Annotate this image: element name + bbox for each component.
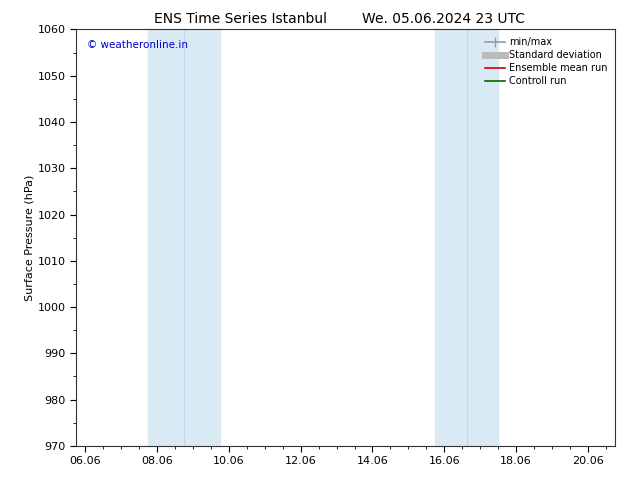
Y-axis label: Surface Pressure (hPa): Surface Pressure (hPa) <box>25 174 35 301</box>
Bar <box>436 29 498 446</box>
Bar <box>148 29 220 446</box>
Text: © weatheronline.in: © weatheronline.in <box>87 40 188 50</box>
Text: ENS Time Series Istanbul: ENS Time Series Istanbul <box>155 12 327 26</box>
Legend: min/max, Standard deviation, Ensemble mean run, Controll run: min/max, Standard deviation, Ensemble me… <box>481 33 611 90</box>
Text: We. 05.06.2024 23 UTC: We. 05.06.2024 23 UTC <box>362 12 526 26</box>
